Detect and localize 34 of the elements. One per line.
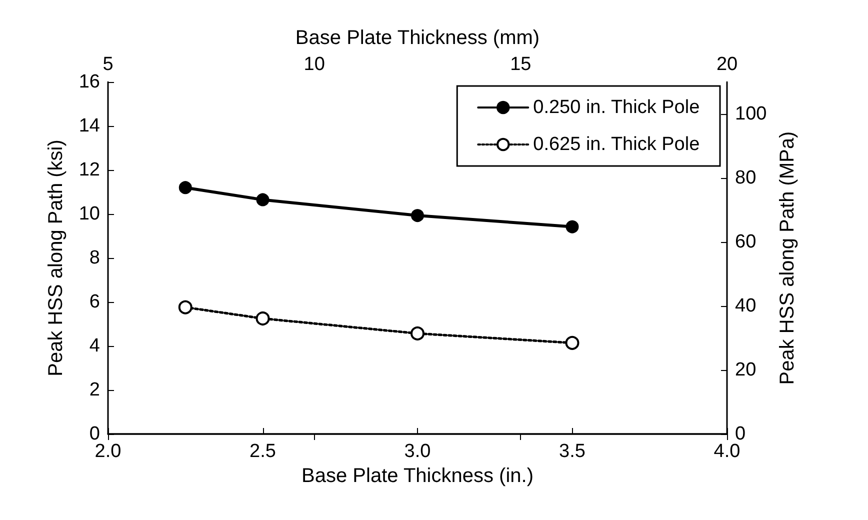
point (566, 220, 579, 234)
point (256, 312, 270, 326)
x-tick-label: 2.5 (250, 441, 276, 462)
y2-tick-label: 100 (735, 104, 767, 124)
y2-tick-label: 80 (735, 168, 756, 188)
legend-label: 0.250 in. Thick Pole (533, 97, 700, 118)
point (410, 326, 424, 340)
y2-tick-label: 60 (735, 232, 756, 252)
y-tick-label: 2 (89, 380, 100, 400)
legend-label: 0.625 in. Thick Pole (533, 134, 700, 155)
x2-tick-label: 5 (102, 54, 114, 75)
y2-tick-label: 40 (735, 296, 756, 316)
x2-tick-label: 15 (510, 54, 532, 75)
point (178, 181, 192, 194)
y-tick-label: 10 (78, 204, 100, 224)
point (256, 193, 270, 206)
x-axis-title: Base Plate Thickness (in.) (302, 465, 534, 487)
y-tick-label: 6 (89, 292, 100, 312)
y2-tick-label: 20 (735, 360, 756, 380)
x-tick-label: 3.5 (559, 441, 586, 462)
x2-axis-title: Base Plate Thickness (mm) (295, 27, 540, 49)
y-tick-label: 14 (78, 116, 100, 136)
y-tick-label: 4 (89, 336, 100, 356)
point (565, 336, 580, 350)
point (178, 300, 192, 314)
x2-tick-label: 10 (304, 54, 325, 75)
y-axis-title: Peak HSS along Path (ksi) (45, 140, 67, 376)
y-tick-label: 12 (78, 160, 100, 180)
y2-axis-title: Peak HSS along Path (MPa) (776, 131, 799, 385)
y-tick-label: 8 (89, 248, 100, 268)
x2-tick-label: 20 (716, 54, 738, 75)
point (411, 209, 424, 222)
y-tick-label: 16 (78, 72, 100, 92)
x-tick-label: 3.0 (404, 441, 431, 462)
